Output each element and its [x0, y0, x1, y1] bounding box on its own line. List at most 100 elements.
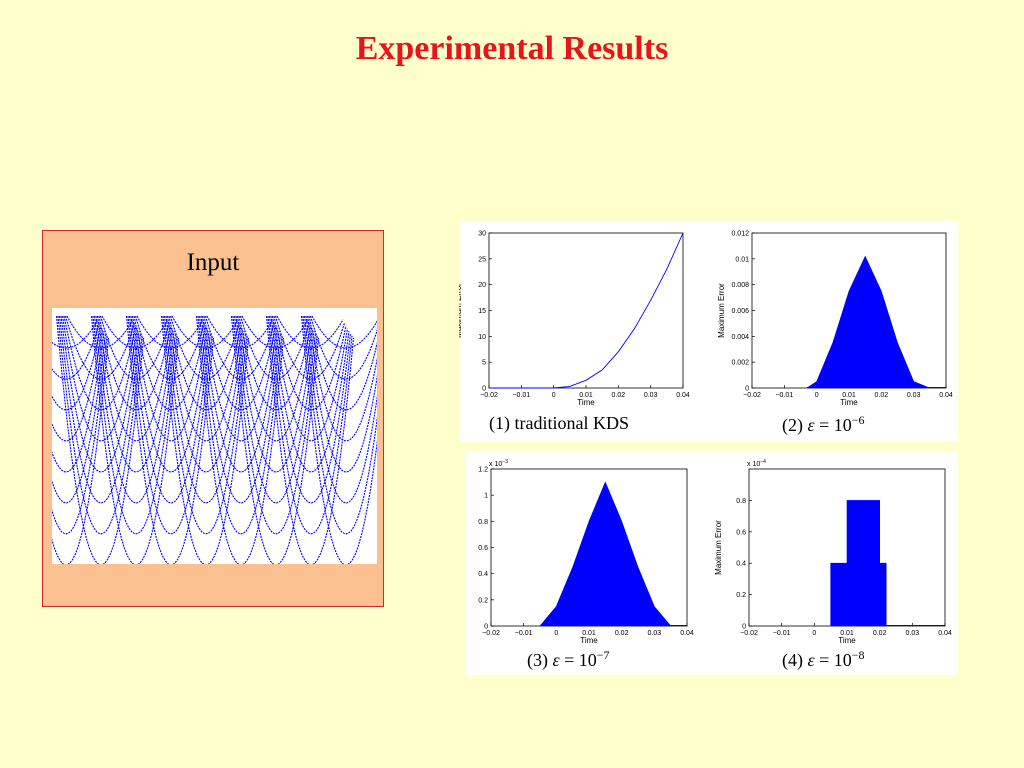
y-tick-label: 30: [478, 231, 486, 238]
caption-3-exp: −7: [596, 648, 610, 662]
chart-epsilon-1e-6: −0.02 −0.01 0 0.01 0.02 0.03 0.04 0 0.002 0.004 0.…: [717, 231, 953, 408]
x-tick-label: −0.01: [515, 630, 533, 637]
x-tick-label: 0.01: [579, 392, 593, 399]
x-tick-label: 0.01: [840, 630, 854, 637]
caption-3: (3) ε = 10−7: [527, 648, 610, 670]
parabola-curve: [128, 315, 212, 504]
parabola-curve: [204, 315, 276, 380]
parabola-curve: [203, 315, 277, 411]
chart-traditional-kds: −0.02 −0.01 0 0.01 0.02 0.03 0.04 0 5 10 15 20 25 30 T…: [459, 231, 690, 408]
x-tick-label: 0: [552, 392, 556, 399]
y-tick-label: 0.2: [736, 592, 746, 599]
y-tick-label: 20: [478, 282, 486, 289]
parabola-curve: [130, 315, 210, 473]
x-tick-label: 0.04: [938, 630, 952, 637]
chart-epsilon-1e-7: −0.02 −0.01 0 0.01 0.02 0.03 0.04 0 0.2 0.4 0.6 0.8…: [478, 459, 694, 644]
y-tick-label: 0.4: [478, 571, 488, 578]
parabola-family-icon: [20, 315, 390, 566]
slide-title: Experimental Results: [355, 30, 669, 67]
parabola-curve: [302, 315, 388, 535]
parabola-curve: [309, 315, 381, 380]
results-panel-top: −0.02 −0.01 0 0.01 0.02 0.03 0.04 0 5 10 15 20 25 30 T…: [459, 221, 958, 441]
y-tick-label: 0: [484, 624, 488, 631]
parabola-curve: [98, 315, 172, 411]
y-tick-label: 0: [745, 386, 749, 393]
parabola-curve: [169, 315, 241, 380]
x-tick-label: 0: [554, 630, 558, 637]
y-tick-label: 0.004: [731, 334, 749, 341]
y-tick-label: 0.6: [478, 545, 488, 552]
x-tick-label: 0.03: [644, 392, 658, 399]
y-tick-label: 0: [742, 624, 746, 631]
x-tick-label: 0.03: [906, 630, 920, 637]
caption-4: (4) ε = 10−8: [782, 648, 865, 670]
parabola-curve: [134, 315, 206, 380]
parabola-curve: [305, 315, 385, 473]
x-tick-label: −0.02: [743, 392, 761, 399]
x-tick-label: 0.02: [875, 392, 889, 399]
y-tick-label: 0.4: [736, 561, 746, 568]
parabola-curve: [64, 315, 136, 380]
x-axis-label: Time: [580, 636, 598, 644]
y-tick-label: 1: [484, 493, 488, 500]
y-tick-label: 0.01: [735, 256, 749, 263]
y-tick-label: 0.6: [736, 529, 746, 536]
x-tick-label: 0: [812, 630, 816, 637]
parabola-curve: [131, 315, 209, 442]
parabola-curve: [268, 315, 352, 504]
parabola-curve: [198, 315, 282, 504]
caption-4-prefix: (4): [782, 650, 808, 670]
y-tick-label: 0.012: [731, 231, 749, 238]
parabola-curve: [201, 315, 279, 442]
parabola-curve: [60, 315, 140, 473]
series-area: [806, 255, 930, 389]
x-tick-label: 0.01: [582, 630, 596, 637]
y-tick-label: 0.006: [731, 308, 749, 315]
x-tick-label: 0.02: [615, 630, 629, 637]
x-axis-label: Time: [838, 636, 856, 644]
x-tick-label: 0.03: [907, 392, 921, 399]
y-tick-label: 25: [478, 256, 486, 263]
parabola-curve: [206, 315, 274, 349]
parabola-curve: [61, 315, 139, 442]
x-tick-label: −0.01: [773, 630, 791, 637]
y-tick-label: 0.002: [731, 360, 749, 367]
series-area: [830, 500, 887, 627]
y-tick-label: 15: [478, 308, 486, 315]
parabola-curve: [265, 315, 355, 566]
x-axis-label: Time: [577, 398, 595, 407]
input-figure-panel: [20, 308, 390, 566]
y-tick-label: 10: [478, 334, 486, 341]
axis-multiplier: x 10−3: [489, 459, 508, 468]
x-axis-label: Time: [840, 398, 858, 407]
parabola-curve: [31, 315, 99, 349]
x-tick-label: 0.03: [648, 630, 662, 637]
parabola-curve: [274, 315, 346, 380]
y-tick-label: 1.2: [478, 467, 488, 474]
parabola-curve: [311, 315, 379, 349]
parabola-curve: [276, 315, 344, 349]
parabola-curve: [99, 315, 171, 380]
x-tick-label: 0.02: [612, 392, 626, 399]
x-tick-label: −0.01: [512, 392, 530, 399]
parabola-curve: [63, 315, 137, 411]
parabola-curve: [136, 315, 204, 349]
parabola-curve: [163, 315, 247, 504]
x-tick-label: −0.02: [480, 392, 498, 399]
parabola-curve: [95, 315, 175, 473]
parabola-curve: [58, 315, 142, 504]
input-label: Input: [186, 249, 240, 276]
caption-2-exp: −6: [851, 413, 865, 427]
caption-3-prefix: (3): [527, 650, 553, 670]
caption-4-exp: −8: [851, 648, 865, 662]
results-panel-bottom: −0.02 −0.01 0 0.01 0.02 0.03 0.04 0 0.2 0.4 0.6 0.8…: [465, 452, 958, 675]
parabola-curve: [239, 315, 311, 380]
y-tick-label: 0.008: [731, 282, 749, 289]
parabola-curve: [101, 315, 169, 349]
parabola-curve: [270, 315, 350, 473]
parabola-curve: [165, 315, 245, 473]
parabola-curve: [233, 315, 317, 504]
parabola-curve: [308, 315, 382, 411]
parabola-curve: [66, 315, 134, 349]
parabola-curve: [303, 315, 387, 504]
